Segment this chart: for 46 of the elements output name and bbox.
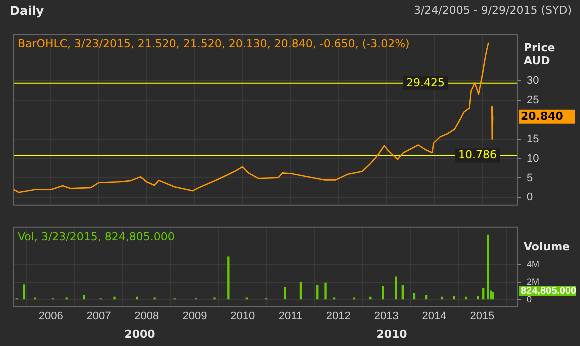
x-tick-label: 2012 (326, 310, 351, 322)
bar (324, 282, 327, 300)
x-tick-label: 2007 (86, 310, 112, 322)
y-tick-label: 4M (527, 259, 540, 270)
chart-subtitle: Vol, 3/23/2015, 824,805.000 (18, 230, 175, 244)
bar (114, 296, 116, 300)
text: 2000 (124, 328, 156, 341)
bar (487, 234, 490, 300)
bar (441, 296, 444, 300)
x-tick-label: 2015 (470, 310, 495, 322)
x-tick-label: 2008 (134, 310, 160, 322)
ref-line-label: 29.425 (406, 76, 445, 90)
y-tick-label: 10 (527, 152, 540, 165)
bar (300, 282, 302, 300)
bar (402, 286, 404, 300)
x-tick-label: 2009 (182, 310, 208, 322)
bar (482, 288, 485, 300)
y-tick-label: 25 (527, 94, 540, 107)
chart-title: Daily (10, 4, 44, 18)
bar (23, 284, 26, 300)
text: 20.840 (521, 110, 564, 123)
x-tick-label: 2014 (422, 310, 447, 322)
y-tick-label: 5 (527, 172, 534, 184)
x-tick-label: 2006 (38, 310, 64, 322)
y-axis-title: Price AUD (524, 41, 556, 68)
ref-line-label: 10.786 (458, 148, 497, 162)
bar (382, 286, 384, 300)
x-tick-label: 2013 (374, 310, 399, 322)
x-tick-label: 2011 (278, 310, 303, 322)
text: 824,805.000 (521, 286, 578, 297)
y-tick-label: 30 (527, 75, 540, 88)
bar (228, 256, 230, 300)
y-tick-label: 2M (527, 276, 540, 287)
bar (316, 286, 319, 300)
bar (395, 276, 398, 300)
y-axis-title: Volume (524, 240, 570, 254)
x-tick-label: 2010 (230, 310, 256, 322)
y-tick-label: 0 (527, 192, 534, 204)
text: 2010 (376, 328, 408, 341)
chart-subtitle: BarOHLC, 3/23/2015, 21.520, 21.520, 20.130, 20.840, -0.650, (-3.02%) (18, 37, 410, 50)
bar (425, 295, 428, 300)
text: 3/24/2005 - 9/29/2015 (SYD) (414, 4, 572, 17)
y-tick-label: 0 (527, 294, 532, 304)
y-tick-label: 15 (527, 133, 540, 146)
bar (83, 295, 86, 300)
bar (284, 287, 286, 300)
